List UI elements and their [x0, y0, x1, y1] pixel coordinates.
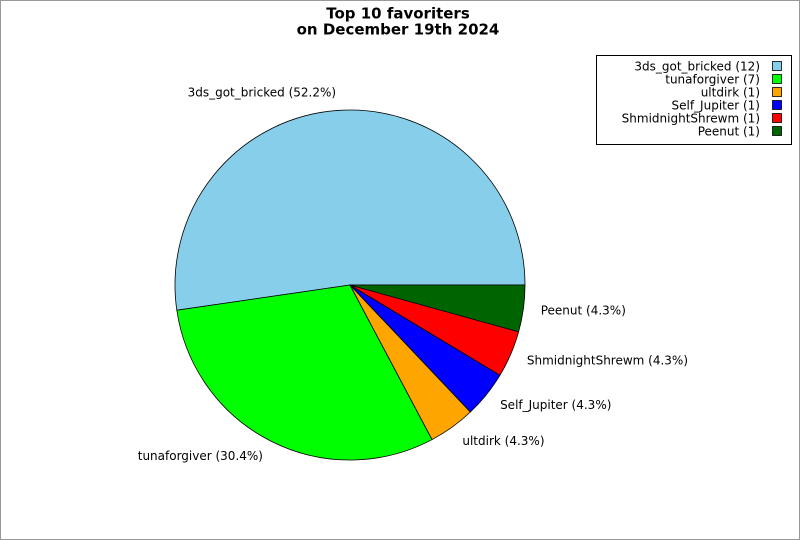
pie-slice — [174, 109, 526, 311]
legend-swatch — [772, 113, 782, 123]
slice-label: Self_Jupiter (4.3%) — [500, 398, 611, 412]
legend-swatch — [772, 100, 782, 110]
slice-label: ultdirk (4.3%) — [462, 434, 544, 448]
legend-label: ShmidnightShrewm (1) — [622, 112, 760, 126]
legend-swatch — [772, 87, 782, 97]
legend-swatch — [772, 61, 782, 71]
legend-label: Peenut (1) — [698, 125, 760, 139]
legend-swatch — [772, 126, 782, 136]
slice-label: Peenut (4.3%) — [541, 303, 626, 317]
slice-label: 3ds_got_bricked (52.2%) — [188, 86, 336, 100]
legend-label: tunaforgiver (7) — [665, 73, 760, 87]
legend-label: 3ds_got_bricked (12) — [634, 60, 760, 74]
chart-title: Top 10 favoriters — [326, 5, 470, 23]
pie-slice — [176, 284, 433, 461]
slice-label: tunaforgiver (30.4%) — [138, 449, 263, 463]
chart-subtitle: on December 19th 2024 — [297, 21, 500, 39]
legend-label: ultdirk (1) — [701, 86, 760, 100]
legend-swatch — [772, 74, 782, 84]
pie-slice — [349, 284, 526, 333]
slice-label: ShmidnightShrewm (4.3%) — [527, 354, 688, 368]
legend-box — [596, 55, 792, 145]
legend-label: Self_Jupiter (1) — [672, 99, 761, 113]
